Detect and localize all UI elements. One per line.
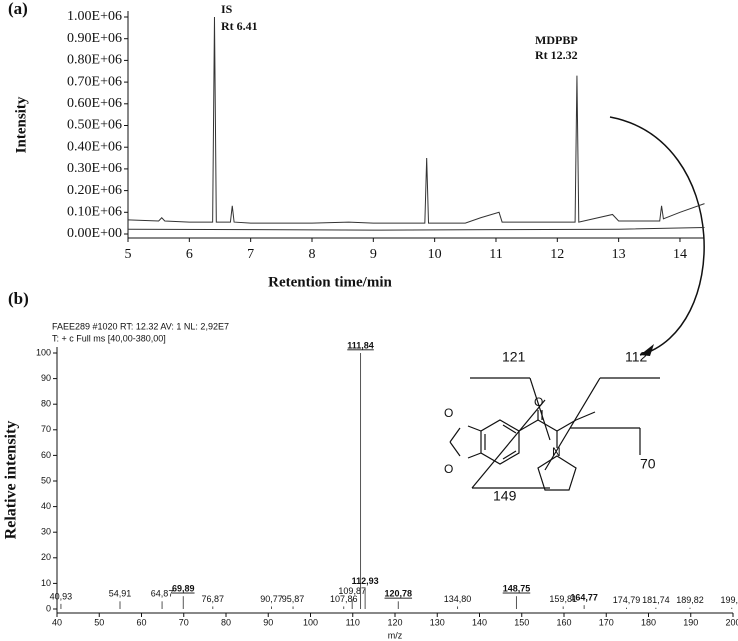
trace <box>127 226 705 231</box>
y-tick-label: 0.90E+06 <box>67 31 122 46</box>
arrow-head <box>640 344 654 356</box>
annotation: Rt 12.32 <box>535 48 578 62</box>
peak-label: 199,7 <box>720 595 738 605</box>
y-tick-label: 1.00E+06 <box>67 9 122 24</box>
peak-label: 76,87 <box>202 594 225 604</box>
atom-o: O <box>444 406 453 420</box>
peak-label: 107,86 <box>330 594 358 604</box>
panel-label: (a) <box>8 0 28 18</box>
x-tick-label: 70 <box>179 617 189 627</box>
peak-label: 181,74 <box>642 595 670 605</box>
atom-o: O <box>534 395 543 409</box>
x-tick-label: 40 <box>52 617 62 627</box>
annotation: 70 <box>640 456 656 472</box>
x-tick-label: 14 <box>673 247 687 262</box>
arrow <box>609 116 705 356</box>
peak-label: 189,82 <box>676 595 704 605</box>
x-tick-label: 12 <box>550 247 564 262</box>
x-tick-label: 8 <box>308 247 315 262</box>
y-tick-label: 70 <box>41 424 51 434</box>
y-tick-label: 0.40E+06 <box>67 139 122 154</box>
annotation: IS <box>221 2 233 16</box>
x-tick-label: 90 <box>263 617 273 627</box>
x-axis-label: Retention time/min <box>268 274 392 290</box>
x-tick-label: 170 <box>599 617 614 627</box>
y-tick-label: 60 <box>41 450 51 460</box>
y-tick-label: 0.50E+06 <box>67 118 122 133</box>
x-tick-label: 13 <box>612 247 626 262</box>
x-tick-label: 7 <box>247 247 254 262</box>
x-tick-label: 80 <box>221 617 231 627</box>
x-tick-label: 5 <box>125 247 132 262</box>
x-tick-label: 10 <box>428 247 442 262</box>
atom-o: O <box>444 462 453 476</box>
peak-label: 69,89 <box>172 584 195 594</box>
annotation: MDPBP <box>535 33 578 47</box>
y-tick-label: 50 <box>41 475 51 485</box>
panel-label: (b) <box>8 289 29 308</box>
x-tick-label: 100 <box>303 617 318 627</box>
peak-label: 120,78 <box>385 589 413 599</box>
x-tick-label: 140 <box>472 617 487 627</box>
y-tick-label: 0.70E+06 <box>67 74 122 89</box>
y-tick-label: 0.60E+06 <box>67 96 122 111</box>
y-tick-label: 0.20E+06 <box>67 183 122 198</box>
x-tick-label: 6 <box>186 247 193 262</box>
annotation: 121 <box>502 349 526 365</box>
peak-label: 40,93 <box>50 591 73 601</box>
x-tick-label: 180 <box>641 617 656 627</box>
x-tick-label: 50 <box>94 617 104 627</box>
peak-label: 112,93 <box>352 576 379 586</box>
x-tick-label: 130 <box>430 617 445 627</box>
y-tick-label: 90 <box>41 373 51 383</box>
x-tick-label: 11 <box>489 247 502 262</box>
y-tick-label: 40 <box>41 501 51 511</box>
peak-label: 54,91 <box>109 589 132 599</box>
y-tick-label: 0.30E+06 <box>67 161 122 176</box>
y-tick-label: 10 <box>41 578 51 588</box>
y-tick-label: 0 <box>46 603 51 613</box>
y-tick-label: 0.10E+06 <box>67 205 122 220</box>
peak-label: 90,77 <box>260 594 283 604</box>
y-axis-label: Intensity <box>13 96 29 153</box>
peak-label: 95,87 <box>282 594 305 604</box>
peak-label: 64,87 <box>151 589 174 599</box>
x-tick-label: 9 <box>370 247 377 262</box>
annotation: 112 <box>625 349 648 365</box>
spectrum-header: FAEE289 #1020 RT: 12.32 AV: 1 NL: 2,92E7 <box>52 321 229 331</box>
x-tick-label: 120 <box>387 617 402 627</box>
x-tick-label: 60 <box>136 617 146 627</box>
peak-label: 109,87 <box>338 586 366 596</box>
y-tick-label: 0.00E+00 <box>67 226 122 241</box>
x-tick-label: 190 <box>683 617 698 627</box>
peak-label: 111,84 <box>347 340 374 350</box>
x-axis-label: m/z <box>388 630 403 640</box>
structure <box>449 377 660 491</box>
x-tick-label: 110 <box>346 617 360 627</box>
peak-label: 174,79 <box>613 595 641 605</box>
peak-label: 134,80 <box>444 594 472 604</box>
y-tick-label: 0.80E+06 <box>67 53 122 68</box>
atom-n: N <box>552 445 561 459</box>
y-tick-label: 20 <box>41 552 51 562</box>
spectrum-header: T: + c Full ms [40,00-380,00] <box>52 333 166 343</box>
annotation: Rt 6.41 <box>221 19 258 33</box>
y-axis-label: Relative intensity <box>3 421 20 540</box>
y-tick-label: 30 <box>41 527 51 537</box>
y-tick-label: 80 <box>41 399 51 409</box>
peak-label: 159,81 <box>549 594 577 604</box>
trace <box>127 16 705 224</box>
peak-label: 164,77 <box>570 593 598 603</box>
y-tick-label: 100 <box>36 347 51 357</box>
peak-label: 148,75 <box>503 584 531 594</box>
annotation: 149 <box>493 488 517 504</box>
x-tick-label: 150 <box>514 617 529 627</box>
x-tick-label: 160 <box>556 617 571 627</box>
x-tick-label: 200 <box>725 617 738 627</box>
